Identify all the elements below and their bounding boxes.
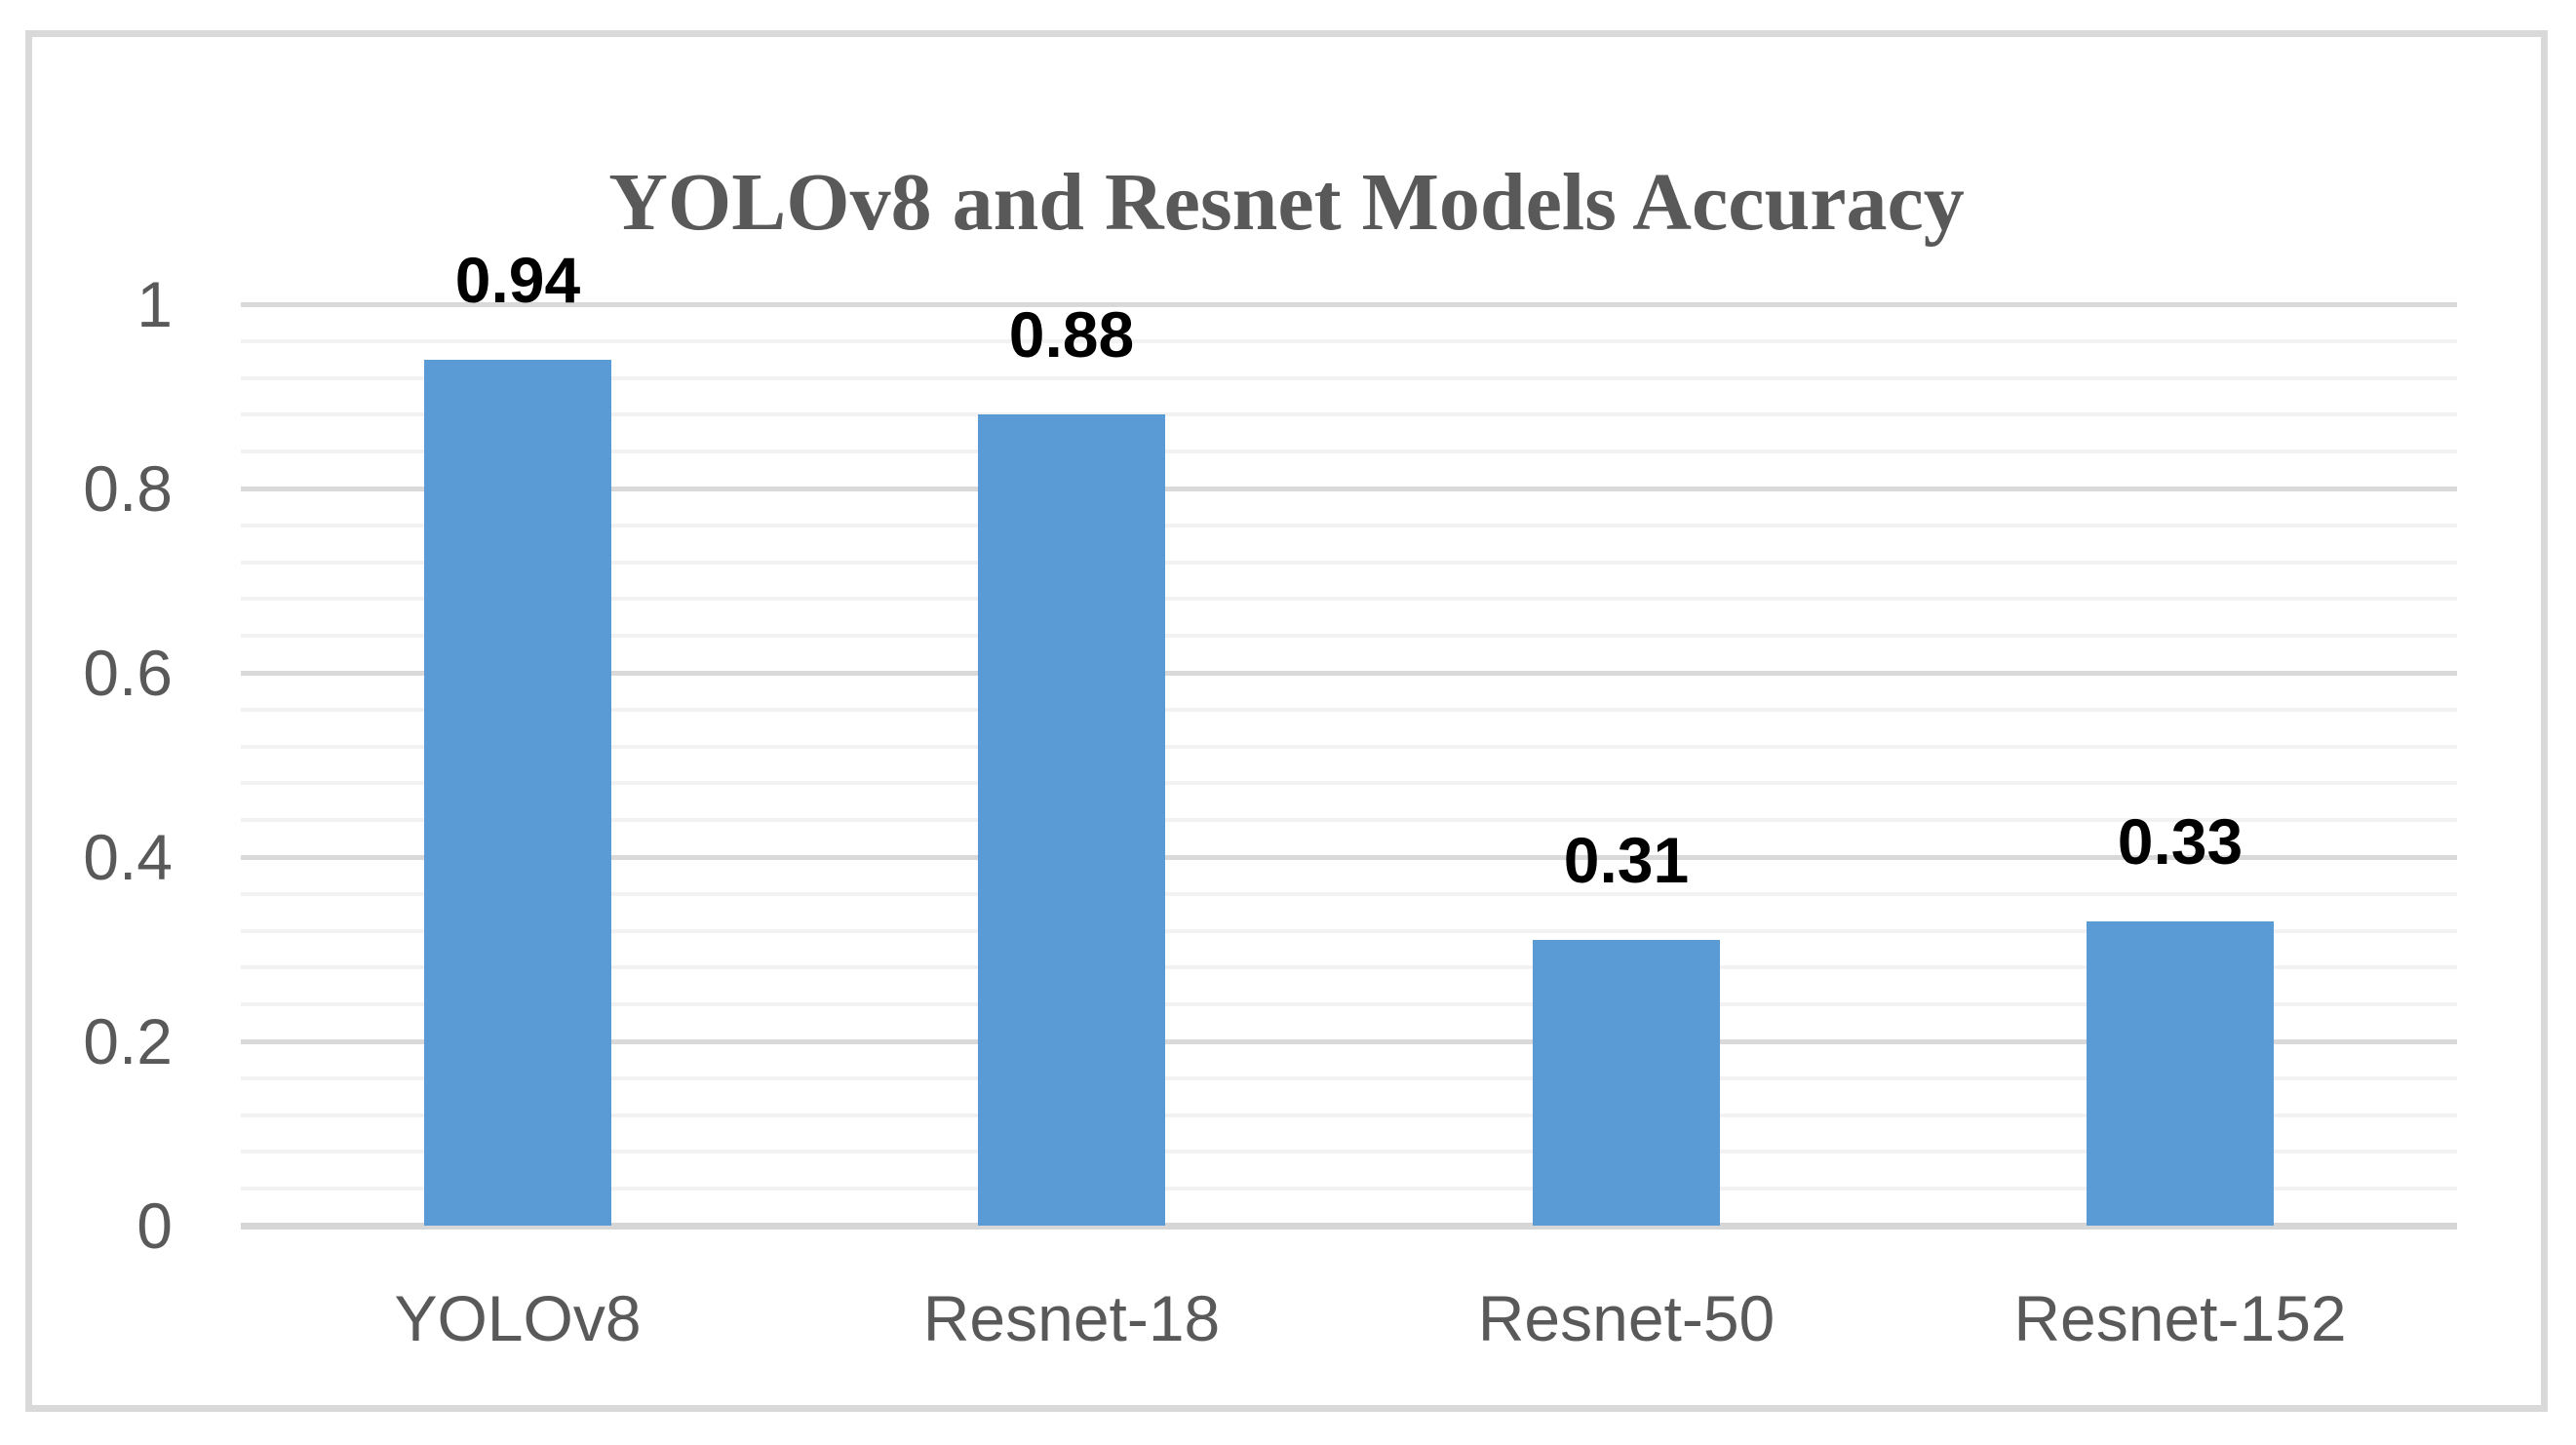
minor-gridline xyxy=(241,561,2457,565)
y-tick-label: 1 xyxy=(137,268,173,340)
plot-area: 0.94 YOLOv8 0.88 Resnet-18 0.31 Resnet-50 0.33… xyxy=(241,244,2457,1354)
minor-gridline xyxy=(241,1113,2457,1117)
minor-gridline xyxy=(241,376,2457,380)
bar-value-label: 0.31 xyxy=(1563,824,1690,896)
y-tick-label: 0.4 xyxy=(83,821,173,893)
y-tick-label: 0 xyxy=(137,1190,173,1262)
category-label: YOLOv8 xyxy=(394,1282,642,1354)
minor-gridline xyxy=(241,708,2457,712)
minor-gridline xyxy=(241,634,2457,638)
major-gridline xyxy=(241,855,2457,860)
major-gridline xyxy=(241,487,2457,491)
major-gridline xyxy=(241,1039,2457,1044)
major-gridline xyxy=(241,302,2457,307)
minor-gridline xyxy=(241,745,2457,749)
minor-gridline xyxy=(241,1076,2457,1080)
minor-gridline xyxy=(241,412,2457,416)
bar xyxy=(978,414,1165,1226)
x-axis-line xyxy=(241,1223,2457,1230)
minor-gridline xyxy=(241,597,2457,601)
category-label: Resnet-50 xyxy=(1477,1282,1776,1354)
bar xyxy=(2087,921,2274,1226)
minor-gridline xyxy=(241,449,2457,453)
minor-gridline xyxy=(241,929,2457,933)
minor-gridline xyxy=(241,781,2457,785)
y-tick-label: 0.8 xyxy=(83,452,173,525)
bar-value-label: 0.94 xyxy=(454,244,581,316)
minor-gridline xyxy=(241,1187,2457,1191)
y-tick-label: 0.6 xyxy=(83,637,173,709)
minor-gridline xyxy=(241,892,2457,896)
major-gridline xyxy=(241,671,2457,676)
bar-value-label: 0.33 xyxy=(2117,805,2244,878)
minor-gridline xyxy=(241,1150,2457,1153)
minor-gridline xyxy=(241,818,2457,822)
minor-gridline xyxy=(241,1002,2457,1006)
bar-value-label: 0.88 xyxy=(1008,298,1135,371)
bar xyxy=(1533,940,1720,1226)
chart-title: YOLOv8 and Resnet Models Accuracy xyxy=(608,157,1965,249)
y-tick-label: 0.2 xyxy=(83,1005,173,1077)
minor-gridline xyxy=(241,524,2457,527)
minor-gridline xyxy=(241,965,2457,969)
minor-gridline xyxy=(241,339,2457,343)
bar xyxy=(424,360,611,1226)
category-label: Resnet-18 xyxy=(922,1282,1221,1354)
category-label: Resnet-152 xyxy=(2013,1282,2347,1354)
